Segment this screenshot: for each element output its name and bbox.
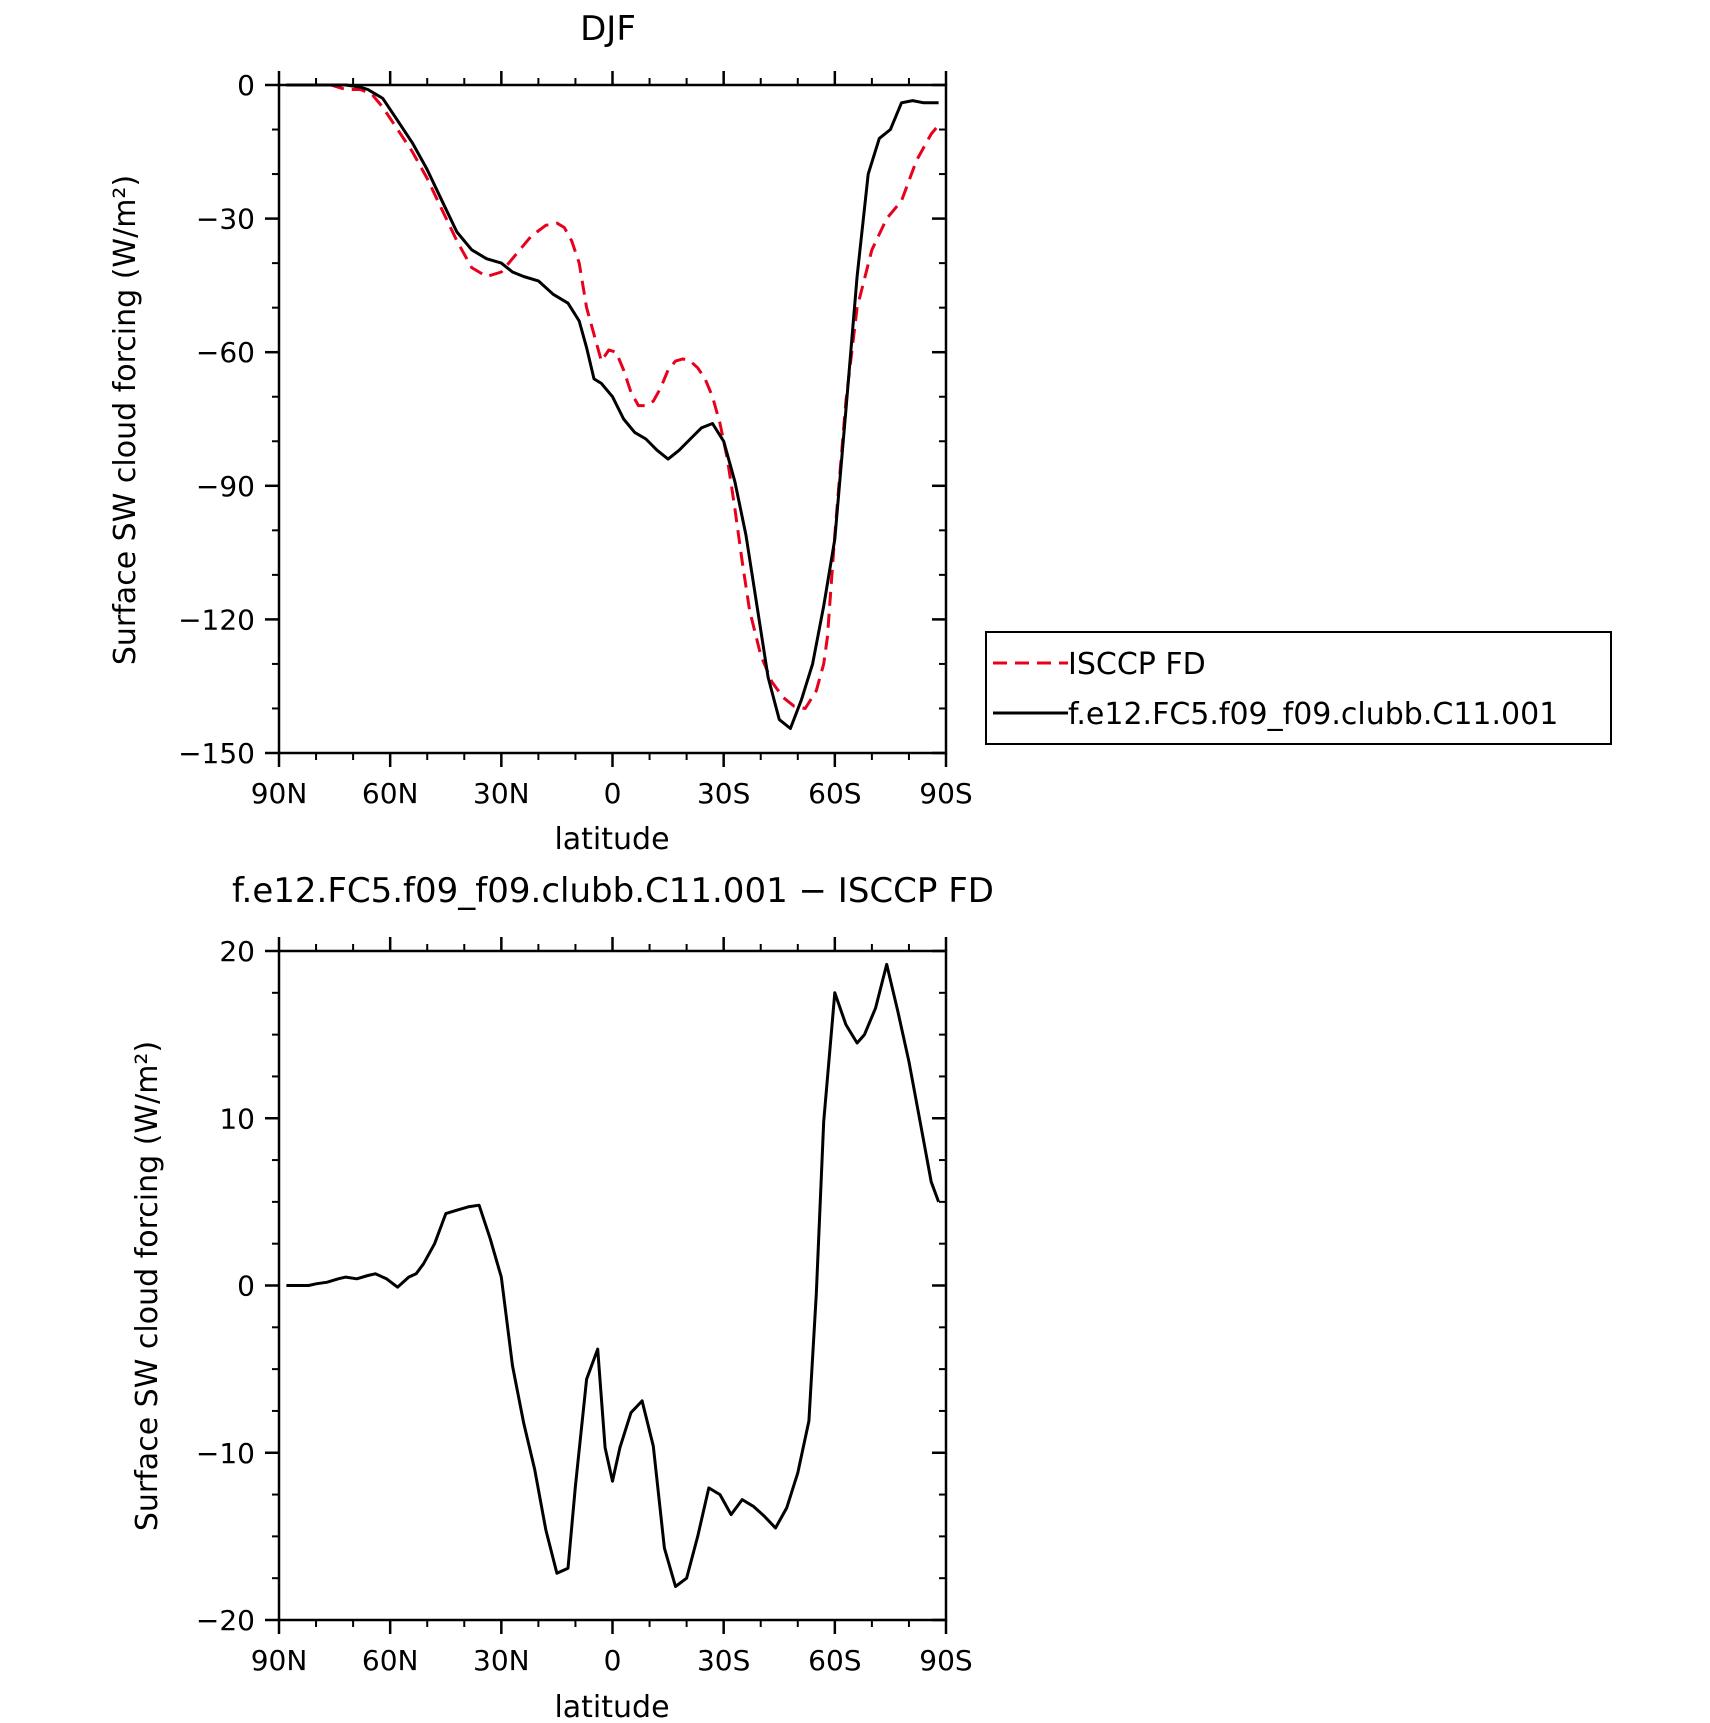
bottom-x-tick-label: 0: [604, 1644, 622, 1677]
top-x-axis-label: latitude: [554, 822, 669, 857]
top-x-tick-labels: 90N 60N 30N 0 30S 60S 90S: [251, 777, 973, 810]
top-y-tick-label: −60: [196, 336, 255, 369]
bottom-x-tick-label: 90N: [251, 1644, 308, 1677]
bottom-y-tick-label: 20: [219, 935, 255, 968]
bottom-y-tick-label: 10: [219, 1102, 255, 1135]
top-x-tick-label: 90N: [251, 777, 308, 810]
bottom-x-tick-label: 30N: [473, 1644, 530, 1677]
top-y-tick-label: −30: [196, 203, 255, 236]
top-axis-ticks: [265, 71, 948, 767]
bottom-x-tick-labels: 90N 60N 30N 0 30S 60S 90S: [251, 1644, 973, 1677]
top-y-tick-labels: 0 −30 −60 −90 −120 −150: [178, 69, 255, 770]
top-chart-title: DJF: [580, 9, 636, 49]
top-y-tick-label: −90: [196, 470, 255, 503]
top-y-tick-label: −150: [178, 737, 255, 770]
bottom-x-tick-label: 60S: [808, 1644, 861, 1677]
bottom-y-tick-labels: 20 10 0 −10 −20: [196, 935, 255, 1637]
bottom-x-tick-label: 60N: [362, 1644, 419, 1677]
top-x-tick-label: 30N: [473, 777, 530, 810]
top-series-line-0: [286, 83, 940, 710]
top-x-tick-label: 0: [604, 777, 622, 810]
legend-box: [985, 631, 1612, 745]
top-y-axis-label: Surface SW cloud forcing (W/m²): [108, 175, 143, 665]
bottom-x-tick-label: 30S: [697, 1644, 750, 1677]
top-chart-panel: DJF 90N 60N 30N 0 30S 60S 90S 0 −30 −60 −90 −120 −1…: [108, 9, 1612, 857]
bottom-y-tick-label: 0: [237, 1270, 255, 1303]
bottom-series-lines: [286, 962, 941, 1588]
top-x-tick-label: 60S: [808, 777, 861, 810]
bottom-plot-frame: [277, 949, 948, 1622]
legend-label-model: f.e12.FC5.f09_f09.clubb.C11.001: [1068, 697, 1558, 732]
top-x-tick-label: 90S: [919, 777, 972, 810]
bottom-axis-ticks: [265, 937, 948, 1634]
top-x-tick-label: 30S: [697, 777, 750, 810]
bottom-x-tick-label: 90S: [919, 1644, 972, 1677]
top-x-tick-label: 60N: [362, 777, 419, 810]
bottom-y-axis-label: Surface SW cloud forcing (W/m²): [130, 1041, 165, 1531]
bottom-x-axis-label: latitude: [554, 1690, 669, 1723]
legend-label-isccp: ISCCP FD: [1068, 647, 1206, 682]
top-y-tick-label: −120: [178, 603, 255, 636]
bottom-chart-panel: f.e12.FC5.f09_f09.clubb.C11.001 − ISCCP …: [130, 871, 994, 1723]
legend: ISCCP FD f.e12.FC5.f09_f09.clubb.C11.001: [985, 631, 1612, 745]
bottom-series-line-0: [286, 962, 941, 1588]
bottom-y-tick-label: −10: [196, 1437, 255, 1470]
bottom-chart-title: f.e12.FC5.f09_f09.clubb.C11.001 − ISCCP …: [232, 871, 994, 911]
bottom-y-tick-label: −20: [196, 1604, 255, 1637]
top-y-tick-label: 0: [237, 69, 255, 102]
top-series-line-1: [286, 83, 939, 730]
top-series-lines: [286, 83, 940, 730]
